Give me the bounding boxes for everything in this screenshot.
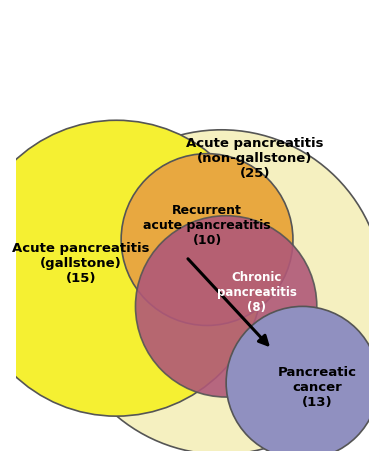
Text: Pancreatic
cancer
(13): Pancreatic cancer (13) xyxy=(277,366,356,409)
Circle shape xyxy=(226,307,370,459)
Text: Acute pancreatitis
(non-gallstone)
(25): Acute pancreatitis (non-gallstone) (25) xyxy=(186,137,323,180)
Circle shape xyxy=(135,216,317,397)
Circle shape xyxy=(0,120,264,416)
Text: Acute pancreatitis
(gallstone)
(15): Acute pancreatitis (gallstone) (15) xyxy=(12,242,150,285)
Circle shape xyxy=(59,130,370,455)
Text: Chronic
pancreatitis
(8): Chronic pancreatitis (8) xyxy=(217,271,297,313)
Circle shape xyxy=(121,154,293,325)
Text: Recurrent
acute pancreatitis
(10): Recurrent acute pancreatitis (10) xyxy=(143,204,271,247)
